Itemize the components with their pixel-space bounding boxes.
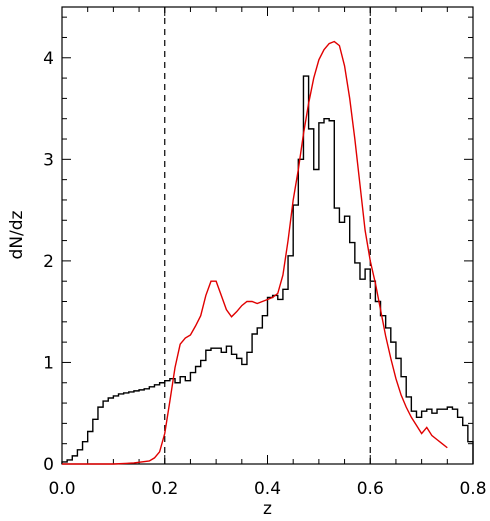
- x-tick-label: 0.2: [151, 479, 178, 499]
- x-axis-title: z: [263, 499, 272, 519]
- x-tick-label: 0.6: [357, 479, 384, 499]
- y-tick-label: 2: [43, 252, 54, 272]
- y-tick-label: 1: [43, 353, 54, 373]
- model-curve: [62, 40, 448, 465]
- series-layer: [61, 40, 474, 465]
- y-tick-label: 3: [43, 150, 54, 170]
- y-tick-label: 4: [43, 49, 54, 69]
- plot-frame: [61, 6, 474, 465]
- y-tick-label: 0: [43, 455, 54, 475]
- axis-ticks: [61, 7, 474, 465]
- x-tick-label: 0.8: [459, 479, 486, 499]
- reference-lines: [164, 7, 371, 464]
- x-tick-label: 0.4: [254, 479, 281, 499]
- histogram-series: [61, 75, 474, 464]
- x-tick-label: 0.0: [48, 479, 75, 499]
- y-axis-title: dN/dz: [7, 210, 27, 259]
- tick-labels: 0.0 0.2 0.4 0.6 0.8 0 1 2 3 4: [43, 49, 486, 499]
